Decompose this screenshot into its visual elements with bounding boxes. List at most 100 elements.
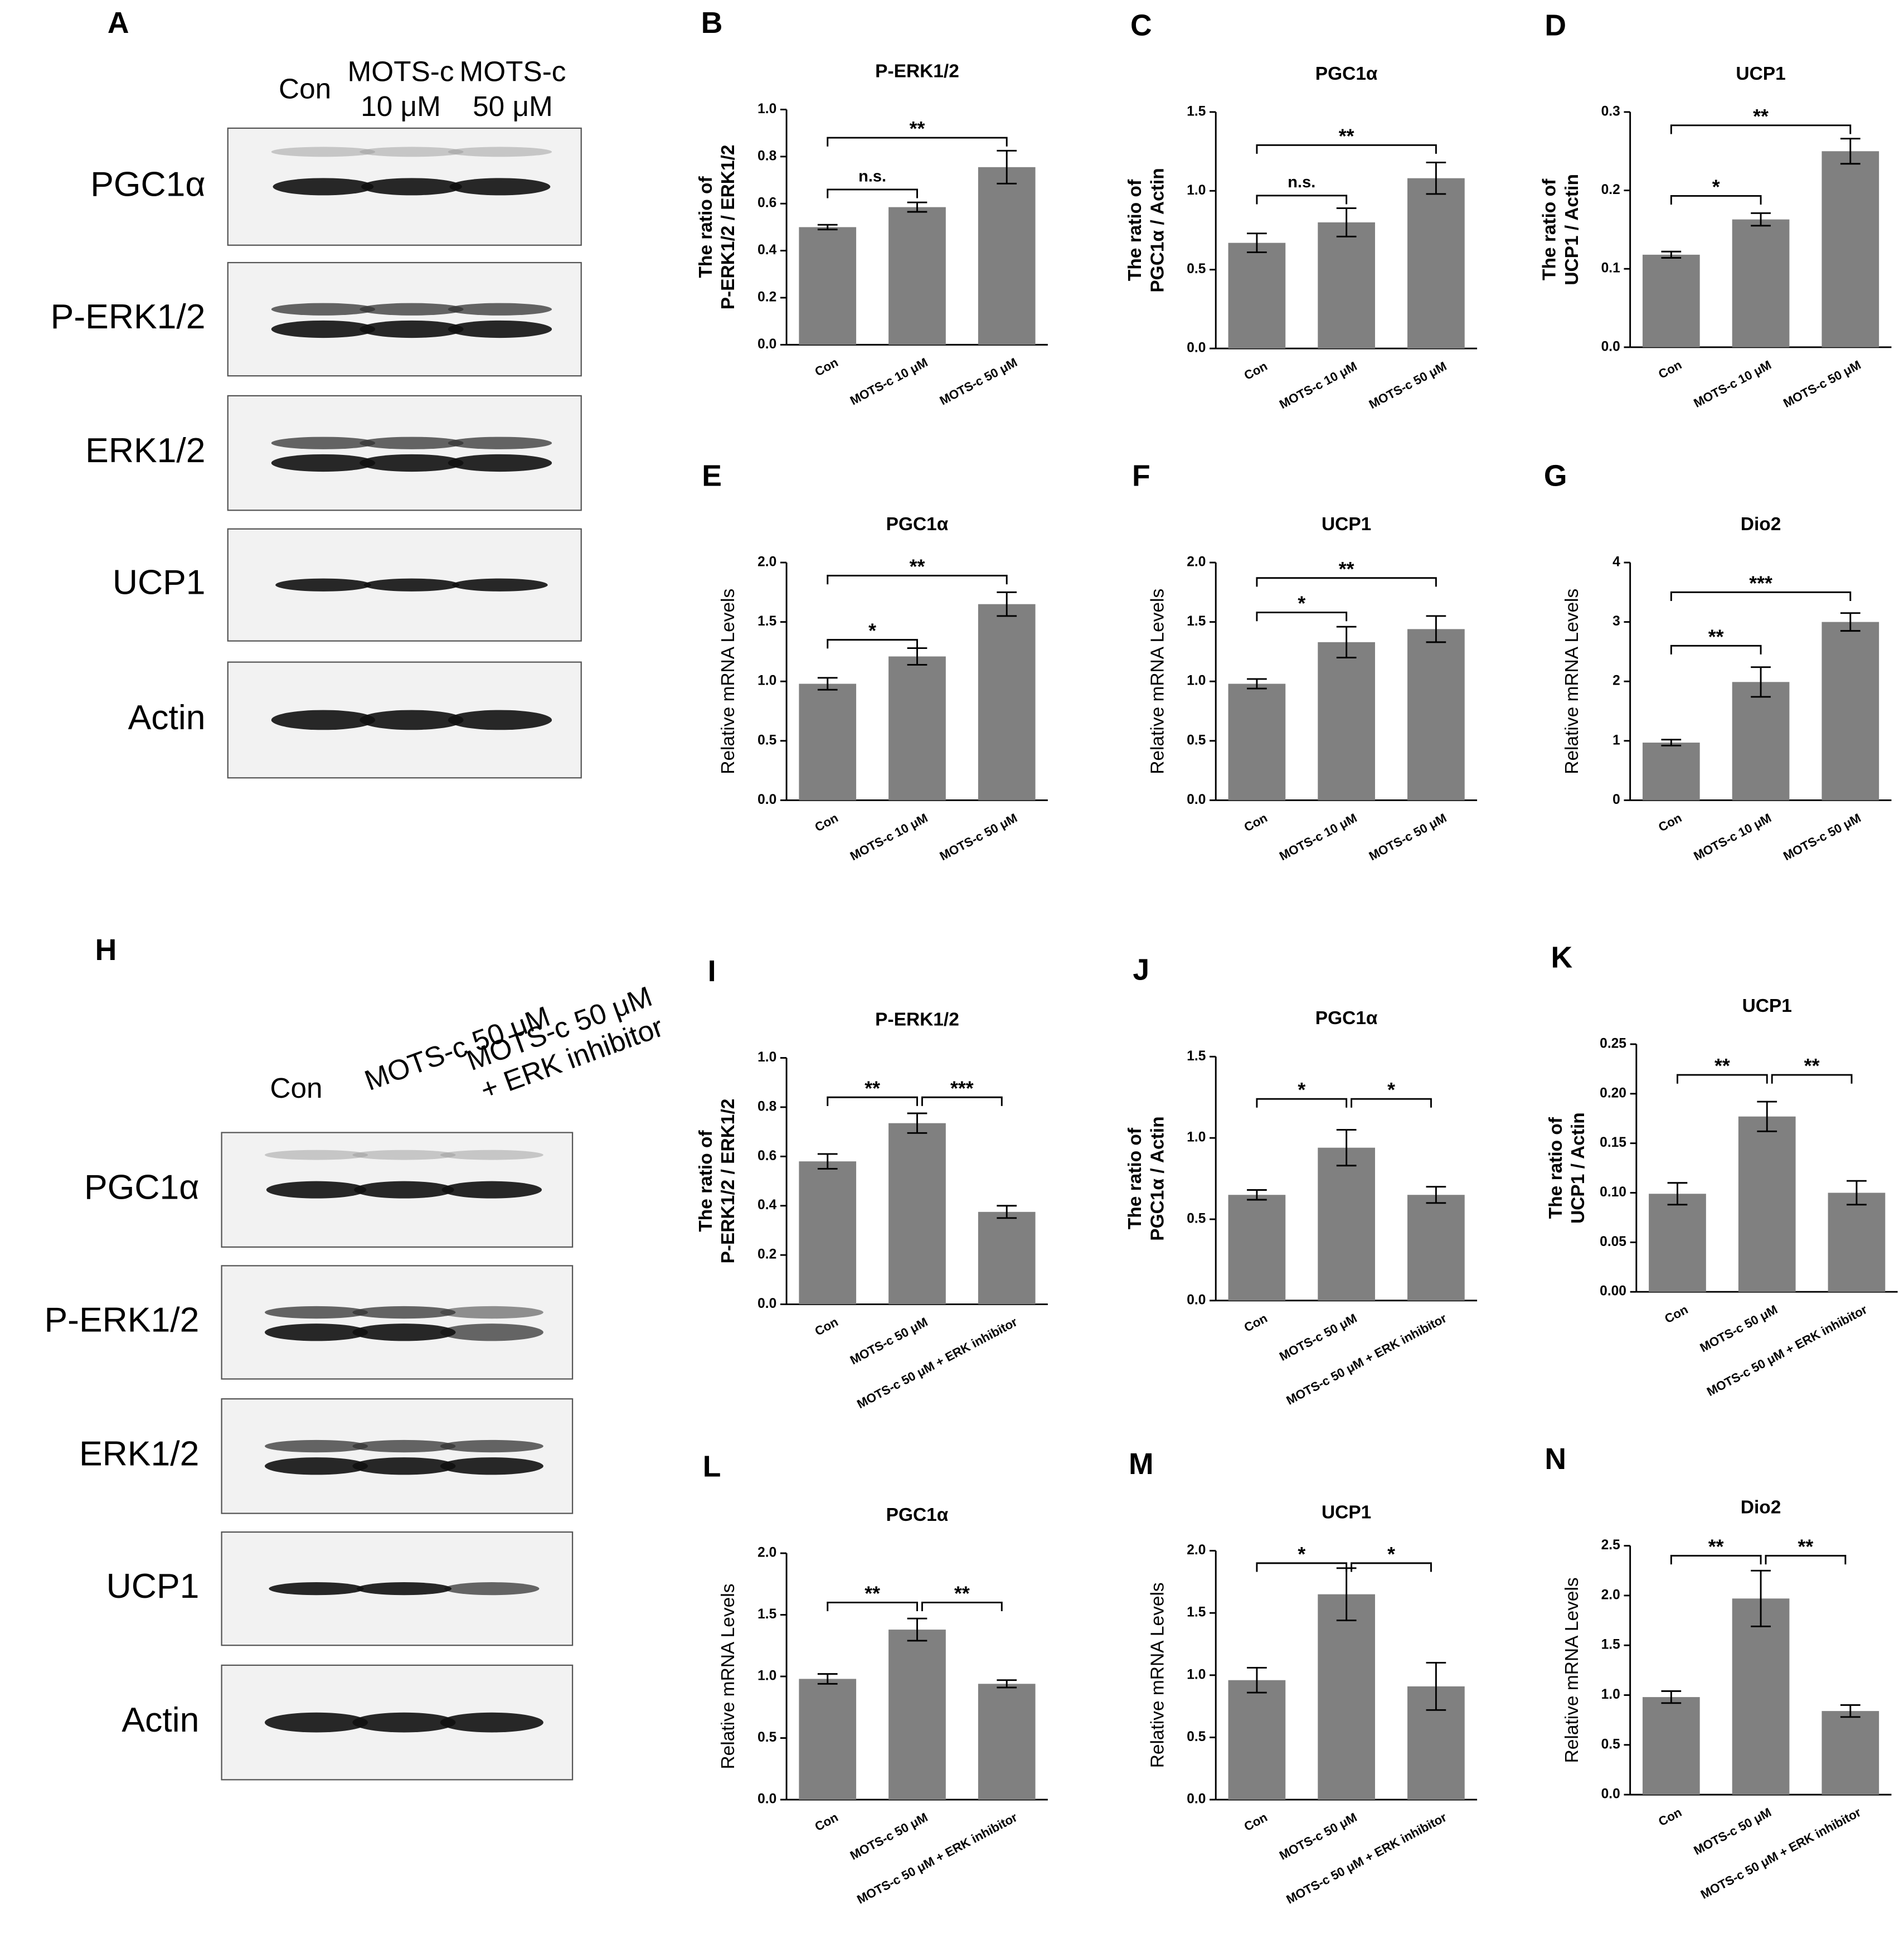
y-tick-label: 0.0 — [757, 1792, 776, 1807]
panel-letter: G — [1544, 459, 1567, 492]
error-bar — [1840, 1704, 1861, 1718]
y-tick-label: 0.0 — [1187, 341, 1206, 356]
y-tick-label: 0.0 — [1187, 1292, 1206, 1307]
y-tick-label: 0.5 — [757, 733, 776, 748]
significance-label: * — [1387, 1079, 1395, 1101]
y-tick-label: 1.0 — [1187, 183, 1206, 198]
bar — [1228, 1195, 1286, 1301]
error-bar — [817, 224, 838, 231]
bar — [1642, 1697, 1700, 1795]
chart-title: PGC1α — [886, 514, 949, 535]
y-tick-label: 0.0 — [1187, 1792, 1206, 1807]
bar — [1822, 151, 1879, 347]
y-tick-label: 1.0 — [757, 101, 776, 117]
significance-label: * — [1712, 176, 1720, 198]
bar — [799, 683, 857, 801]
panel-letter: L — [703, 1450, 721, 1483]
band — [448, 303, 552, 316]
band — [271, 320, 376, 338]
y-axis-label: Relative mRNA Levels — [1562, 589, 1582, 774]
band — [363, 578, 460, 592]
bar — [978, 1211, 1036, 1305]
error-bar — [997, 149, 1017, 185]
error-bar — [817, 1153, 838, 1170]
significance-bracket — [1256, 144, 1437, 154]
bar — [1407, 629, 1465, 801]
error-bar — [817, 677, 838, 691]
y-axis-label: The ratio of — [696, 1130, 716, 1232]
panel-letter: H — [95, 934, 117, 967]
significance-bracket — [827, 137, 1008, 147]
y-tick-label: 0.0 — [757, 792, 776, 807]
y-tick-label: 0.8 — [757, 148, 776, 163]
panel-letter: F — [1132, 459, 1150, 492]
significance-bracket — [1351, 1562, 1432, 1572]
y-tick-label: 1.5 — [757, 614, 776, 629]
error-bar — [997, 591, 1017, 617]
y-tick-label: 0.05 — [1600, 1234, 1626, 1249]
error-bar — [817, 1673, 838, 1685]
significance-label: ** — [1753, 105, 1769, 128]
band — [360, 454, 464, 472]
band-faint — [271, 147, 376, 157]
error-bar — [907, 1112, 927, 1134]
y-tick-label: 1.0 — [1187, 1130, 1206, 1145]
band-faint — [440, 1150, 543, 1160]
y-tick-label: 2.5 — [1601, 1538, 1620, 1553]
significance-bracket — [1256, 612, 1348, 622]
error-bar — [1661, 1690, 1682, 1704]
x-tick-label: Con — [813, 1315, 841, 1338]
band — [448, 320, 552, 338]
band — [264, 1324, 368, 1341]
y-tick-label: 0.1 — [1601, 261, 1620, 276]
bar — [888, 1123, 946, 1305]
chart-title: PGC1α — [1315, 64, 1378, 84]
band — [360, 303, 464, 316]
y-tick-label: 1.0 — [1187, 1667, 1206, 1682]
chart-title: Dio2 — [1741, 1497, 1781, 1518]
chart-title: Dio2 — [1741, 514, 1781, 535]
significance-label: ** — [1798, 1536, 1814, 1558]
y-axis-label: Relative mRNA Levels — [718, 1584, 739, 1770]
band — [264, 1439, 368, 1453]
significance-bracket — [921, 1096, 1003, 1106]
significance-bracket — [1256, 577, 1437, 587]
bar — [799, 1161, 857, 1305]
bar — [1642, 743, 1700, 801]
y-axis-label: UCP1 / Actin — [1568, 1112, 1589, 1224]
y-tick-label: 1.5 — [757, 1607, 776, 1622]
band-faint — [360, 147, 464, 157]
y-axis-label: Relative mRNA Levels — [1562, 1577, 1582, 1763]
x-tick-label: Con — [813, 355, 841, 379]
bar — [799, 1679, 857, 1800]
y-axis-label: The ratio of — [696, 176, 716, 278]
blot-frame — [221, 1265, 574, 1380]
error-bar — [1426, 161, 1446, 195]
significance-label: *** — [950, 1077, 974, 1099]
y-tick-label: 1.0 — [757, 1669, 776, 1684]
y-tick-label: 0.5 — [1601, 1737, 1620, 1752]
significance-label: ** — [1804, 1055, 1820, 1077]
band — [440, 1306, 543, 1319]
error-bar — [1667, 1182, 1688, 1206]
y-tick-label: 0.8 — [757, 1099, 776, 1114]
x-tick-label: MOTS-c 50 μM + ERK inhibitor — [1698, 1805, 1863, 1902]
band — [354, 1181, 454, 1199]
y-tick-label: 0.2 — [757, 289, 776, 304]
band — [271, 454, 376, 472]
error-bar — [1336, 626, 1357, 659]
x-tick-label: MOTS-c 10 μM — [1277, 811, 1359, 863]
chart-title: PGC1α — [886, 1505, 949, 1525]
bar — [1828, 1192, 1886, 1292]
band-faint — [352, 1150, 456, 1160]
significance-label: ** — [1708, 626, 1724, 648]
y-tick-label: 1.5 — [1187, 614, 1206, 629]
lane-label: Con — [270, 1072, 322, 1104]
y-tick-label: 2.0 — [1187, 1543, 1206, 1558]
significance-bracket — [1670, 195, 1762, 205]
significance-label: * — [1298, 1543, 1305, 1565]
bar — [1228, 1680, 1286, 1800]
band — [273, 178, 374, 196]
blot-row-label: P-ERK1/2 — [44, 1300, 199, 1339]
